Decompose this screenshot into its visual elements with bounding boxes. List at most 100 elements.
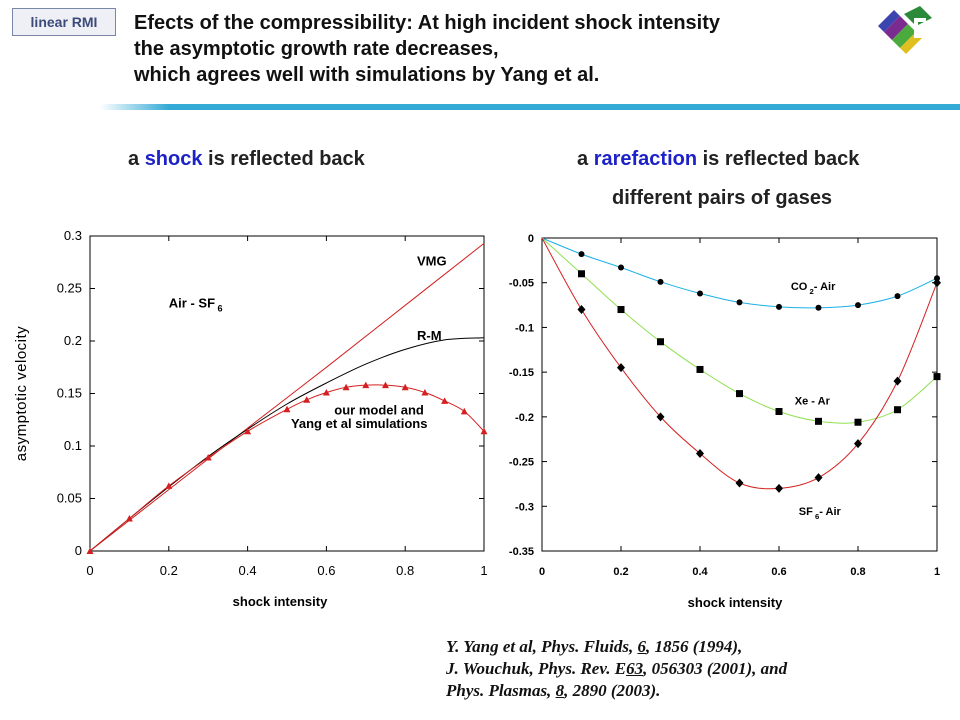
right-chart-point-sf6_air [933,278,941,288]
left-chart-point-model [342,383,350,391]
right-chart-series-co2_air [541,237,938,309]
right-chart-point-co2_air [578,251,585,258]
left-chart-point-model [165,482,173,489]
right-chart-point-xe_ar [657,338,664,346]
right-chart-annotation-2: SF 6- Air [799,506,842,521]
right-chart-point-co2_air [894,293,901,300]
right-subtitle: a rarefaction is reflected back [577,148,859,171]
left-chart-xtick-label: 1 [480,563,487,578]
right-chart-point-xe_ar [696,365,704,373]
left-chart-xtick-label: 0.2 [160,563,178,578]
left-chart-point-model [303,396,311,403]
left-chart-ytick-label: 0.1 [64,438,82,453]
ref3-volume: 8 [555,681,565,700]
right-chart-point-xe_ar [775,407,783,415]
left-chart-point-model [441,397,449,404]
right-chart-point-sf6_air [577,305,586,315]
left-chart-annotation-0: VMG [417,253,447,268]
right-chart-point-co2_air [618,264,624,271]
reference-line-2: J. Wouchuk, Phys. Rev. E63, 056303 (2001… [446,658,787,680]
right-chart-ytick-label: 0 [528,233,534,245]
right-chart-point-xe_ar [815,417,822,425]
right-chart-frame [541,237,938,552]
title-line-3: which agrees well with simulations by Ya… [134,64,600,86]
left-chart-point-model [421,388,429,396]
left-chart-annotation-1: Air - SF 6 [169,295,223,313]
left-chart-ytick-label: 0.3 [64,228,82,243]
left-chart-point-model [244,427,252,435]
ref2-volume: 63 [626,659,644,678]
accent-rule [100,104,960,110]
left-chart-point-model [283,405,291,413]
left-chart-point-model [322,388,330,396]
left-chart-point-origin [86,547,94,554]
left-chart-point-model [401,383,409,391]
left-chart-xtick-label: 0.4 [239,563,257,578]
left-chart-annotation-2: R-M [417,328,442,343]
right-chart-annotation-1: Xe - Ar [795,395,831,407]
left-chart-ytick-label: 0 [75,543,82,558]
right-subtitle-post: is reflected back [697,148,860,170]
right-chart-point-xe_ar [578,270,585,278]
right-chart-xtick-label: 0.2 [613,566,628,578]
left-chart-ylabel: asymptotic velocity [13,326,30,461]
right-chart-ytick-label: -0.15 [509,367,534,379]
title-line-1: Efects of the compressibility: At high i… [134,12,721,34]
left-subtitle-pre: a [128,148,145,170]
right-chart-xtick-label: 0 [539,566,545,578]
left-subtitle-highlight: shock [144,148,203,170]
left-chart-xlabel: shock intensity [233,594,328,609]
right-chart-point-co2_air [657,278,664,285]
left-chart-xtick-label: 0 [86,563,93,578]
right-subtitle-pre: a [577,148,594,170]
linear-rmi-tag: linear RMI [12,8,116,36]
right-chart-ytick-label: -0.2 [515,412,534,424]
ref1-text: Y. Yang et al, Phys. Fluids, [446,637,638,656]
right-chart-series-sf6_air [541,237,938,490]
left-chart-annotation-3: our model and [334,403,424,418]
right-chart-point-co2_air [697,290,703,297]
ref1-rest: , 1856 (1994), [645,637,743,656]
reference-line-1: Y. Yang et al, Phys. Fluids, 6, 1856 (19… [446,636,787,658]
right-chart-point-sf6_air [854,439,862,449]
left-chart-point-model [125,514,133,522]
right-chart-point-sf6_air [893,376,902,386]
right-subtitle-2: different pairs of gases [612,187,833,209]
right-chart-point-co2_air [736,299,743,306]
ref3-rest: , 2890 (2003). [564,681,661,700]
right-chart-annotation-0: CO 2- Air [791,281,836,296]
right-chart-point-sf6_air [775,483,783,493]
right-chart-point-co2_air [776,303,782,310]
right-chart-ytick-label: -0.3 [515,501,534,513]
right-chart-point-sf6_air [656,412,665,422]
right-chart-xlabel: shock intensity [688,595,783,610]
right-chart-point-xe_ar [617,306,625,314]
ref3-text: Phys. Plasmas, [446,681,556,700]
left-chart-point-model [204,454,212,461]
right-chart-ytick-label: -0.35 [509,546,534,558]
right-chart-point-xe_ar [894,406,901,414]
left-subtitle-post: is reflected back [202,148,365,170]
right-chart-ytick-label: -0.25 [509,457,534,469]
right-chart-point-sf6_air [814,473,823,483]
left-chart-ytick-label: 0.15 [57,386,82,401]
right-chart-point-co2_air [855,302,861,309]
right-chart-point-xe_ar [736,390,743,398]
left-chart-point-model [480,427,488,435]
reference-line-3: Phys. Plasmas, 8, 2890 (2003). [446,680,787,702]
left-chart-ytick-label: 0.05 [57,491,82,506]
left-chart-annotation-4: Yang et al simulations [291,416,428,431]
left-chart-xtick-label: 0.8 [396,563,414,578]
right-chart-point-sf6_air [696,449,704,459]
right-chart-point-sf6_air [617,363,625,373]
left-chart-xtick-label: 0.6 [317,563,335,578]
right-chart-ytick-label: -0.05 [509,278,534,290]
left-chart-point-model [362,381,370,389]
right-chart-xtick-label: 0.6 [771,566,786,578]
left-chart-series-vmg [89,243,485,552]
left-chart-series-rm [89,337,485,552]
right-chart-point-sf6_air [735,478,744,488]
right-chart-ytick-label: -0.1 [515,322,534,334]
ref2-text: J. Wouchuk, Phys. Rev. E [446,659,627,678]
